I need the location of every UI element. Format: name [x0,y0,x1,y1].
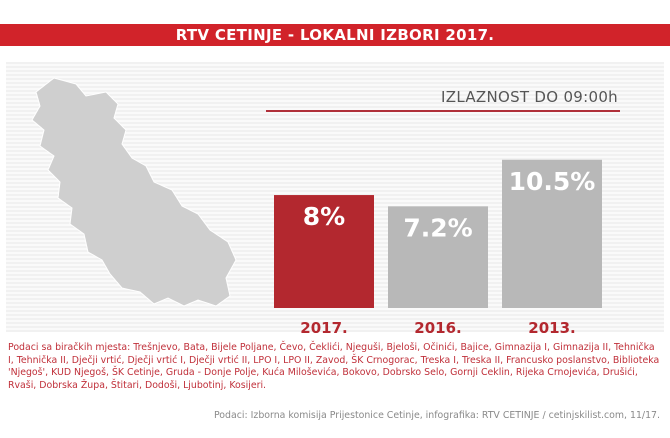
bar-2016 [388,206,488,308]
value-label: 7.2% [403,213,472,242]
turnout-bar-chart: 8% 2017. 7.2% 2016. 10.5% 2013. [274,159,602,337]
chart-headline: IZLAZNOST DO 09:00h [266,86,620,112]
bar-2013 [502,159,602,308]
chart-title: IZLAZNOST DO 09:00h [441,88,618,106]
category-label: 2016. [414,319,461,337]
title-bar: RTV CETINJE - LOKALNI IZBORI 2017. [0,24,670,46]
value-label: 10.5% [509,167,596,196]
category-label: 2013. [528,319,575,337]
value-label: 8% [303,202,345,231]
source-credit: Podaci: Izborna komisija Prijestonice Ce… [213,410,660,421]
category-label: 2017. [300,319,347,337]
municipality-map [31,77,237,307]
bar-2017 [274,195,374,308]
polling-places-note: Podaci sa biračkih mjesta: Trešnjevo, Ba… [8,342,660,391]
page-title: RTV CETINJE - LOKALNI IZBORI 2017. [175,26,495,44]
